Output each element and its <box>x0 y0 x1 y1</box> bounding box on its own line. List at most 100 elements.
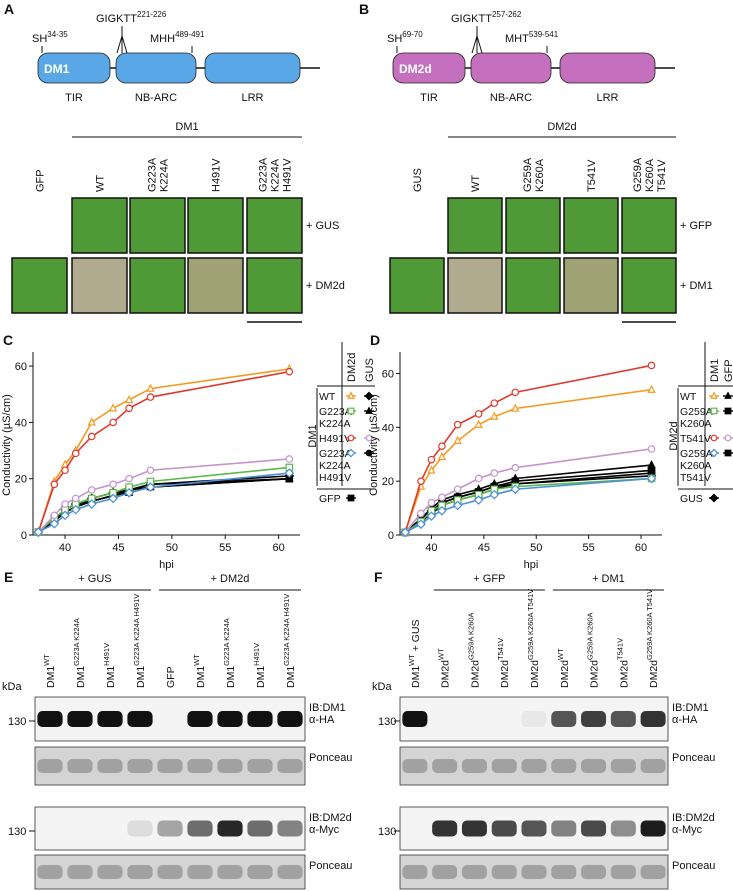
leaf-image <box>447 257 503 314</box>
motif-label-sup: 221-226 <box>137 10 167 19</box>
marker <box>724 449 732 457</box>
x-tick-label: 55 <box>583 542 595 554</box>
legend-label: WT <box>680 391 697 403</box>
column-label: K224A <box>159 158 171 192</box>
marker <box>87 417 96 426</box>
x-axis-title: hpi <box>159 559 174 571</box>
blot-band <box>461 820 487 837</box>
marker <box>437 505 447 516</box>
blot-band <box>610 865 636 879</box>
y-tick-label: 60 <box>382 369 394 381</box>
legend-label: H491V <box>319 472 351 484</box>
marker <box>474 419 483 428</box>
lane-label-sup: T541V <box>496 638 505 660</box>
lane-label-main: DM1 <box>255 666 267 688</box>
marker <box>710 391 718 399</box>
blot-band <box>157 820 183 837</box>
domain-box <box>204 52 301 84</box>
blot-band <box>247 711 273 727</box>
blot-band <box>640 711 666 727</box>
blot-band <box>277 711 303 727</box>
blot-band <box>67 865 93 879</box>
blot-band <box>127 711 153 727</box>
domain-label: LRR <box>596 92 618 104</box>
row-label: + GFP <box>680 220 712 232</box>
column-label: K224A <box>270 158 282 192</box>
size-marker: 130 <box>8 826 26 838</box>
kda-label: kDa <box>372 681 392 693</box>
lane-label-main: DM1 <box>105 666 117 688</box>
leaf-image <box>11 257 68 314</box>
blot-band <box>217 820 243 837</box>
lane-label-main: DM2d <box>618 660 630 688</box>
column-label: WT <box>470 175 482 192</box>
blot-band <box>277 820 303 837</box>
marker <box>453 485 462 494</box>
blot-band <box>247 759 273 773</box>
strip-label: IB:DM2d <box>309 812 352 824</box>
marker <box>146 393 155 401</box>
blot-band <box>491 820 517 837</box>
marker <box>124 394 134 404</box>
x-tick-label: 45 <box>112 542 124 554</box>
lane-label: DM1WT + GUS <box>407 619 422 688</box>
marker <box>61 500 69 508</box>
legend-label: K224A <box>319 460 351 472</box>
marker <box>347 434 355 442</box>
lane-label: DM1WT <box>42 654 57 688</box>
marker <box>146 477 155 486</box>
y-axis-title: Conductivity (µS/cm) <box>368 394 380 496</box>
y-tick-label: 40 <box>15 417 27 429</box>
x-tick-label: 50 <box>530 542 542 554</box>
lane-label: DM1G223A K224A <box>72 618 87 688</box>
legend-label: WT <box>319 391 336 403</box>
row-label: + GUS <box>306 220 339 232</box>
lane-label-sup: WT <box>556 648 565 660</box>
marker <box>709 448 719 458</box>
marker <box>474 474 483 483</box>
column-label: T541V <box>586 159 598 192</box>
marker <box>427 498 436 507</box>
marker <box>426 511 437 522</box>
marker <box>709 493 719 503</box>
lane-label-main: GFP <box>165 666 177 688</box>
motif-label: GIGKTT221-226 <box>96 10 167 25</box>
lane-label-main: DM1 <box>75 666 87 688</box>
blot-band <box>277 865 303 879</box>
marker <box>285 455 294 463</box>
marker <box>365 434 373 442</box>
leaf-header: DM2d <box>547 121 576 133</box>
lane-label: DM2dWT <box>437 648 452 688</box>
legend-label: G259A <box>680 448 713 460</box>
marker <box>400 527 411 538</box>
blot-band <box>521 759 547 773</box>
lane-label-after: + GUS <box>410 619 422 654</box>
lane-label-sup: WT <box>437 648 446 660</box>
blot-band <box>217 759 243 773</box>
strip-label: Ponceau <box>672 860 715 872</box>
panel-letter: A <box>4 1 14 17</box>
legend-column: GFP <box>723 359 733 382</box>
leaf-image <box>505 197 561 254</box>
lane-label: DM2dG259A K260A <box>466 612 481 688</box>
marker <box>365 406 373 414</box>
column-label: GUS <box>412 168 424 192</box>
marker <box>710 434 718 442</box>
lane-label-sup: WT <box>192 654 201 666</box>
lane-label-main: DM1 <box>45 666 57 688</box>
blot-band <box>581 711 607 727</box>
column-label: H491V <box>211 158 223 192</box>
marker <box>109 418 117 427</box>
marker <box>125 483 133 491</box>
lane-label-main: DM2d <box>469 660 481 688</box>
motif-label-sup: 34-35 <box>47 30 68 39</box>
x-tick-label: 45 <box>478 542 490 554</box>
blot-band <box>551 759 577 773</box>
motif-tick <box>471 35 478 54</box>
strip-label: α-HA <box>309 714 335 726</box>
blot-band <box>402 865 428 879</box>
lane-label-sup: G259A K260A <box>586 612 595 660</box>
blot-band <box>461 865 487 879</box>
lane-label-sup: G259A K260A T541V <box>645 589 654 660</box>
y-axis-title: Conductivity (µS/cm) <box>1 394 13 496</box>
